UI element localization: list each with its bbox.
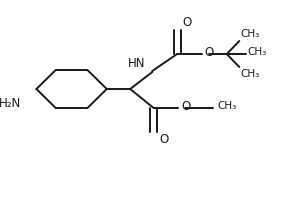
Text: CH₃: CH₃ [248,47,267,57]
Text: CH₃: CH₃ [241,69,260,79]
Text: HN: HN [128,57,145,70]
Text: O: O [183,16,192,29]
Text: CH₃: CH₃ [217,101,236,111]
Text: O: O [159,133,168,146]
Text: H₂N: H₂N [0,97,21,110]
Text: O: O [205,46,214,58]
Text: O: O [181,99,191,112]
Text: CH₃: CH₃ [241,29,260,39]
